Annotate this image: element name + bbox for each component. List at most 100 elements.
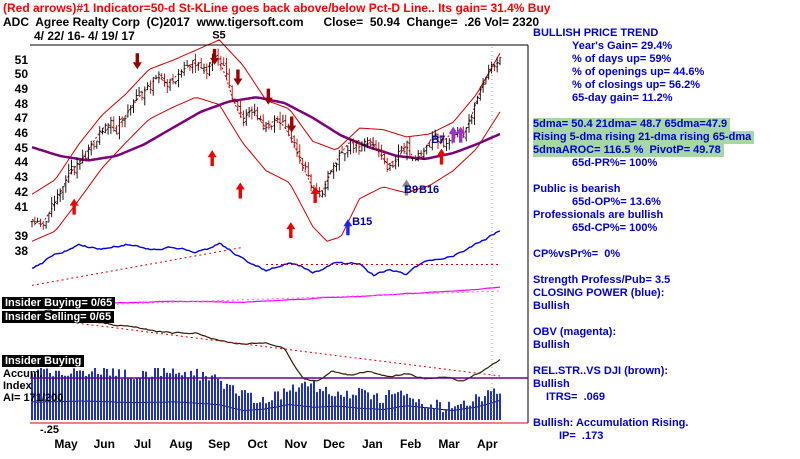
- month-label: Nov: [284, 437, 308, 451]
- month-label: Jul: [133, 437, 152, 451]
- price-axis-label: 51: [14, 52, 28, 67]
- right-panel-row: [533, 350, 799, 363]
- chart-annotation-label: Insider Buying= 0/65: [2, 297, 116, 309]
- chart-annotation-label: Insider Selling= 0/65: [2, 311, 115, 323]
- closing-power-trendline: [31, 246, 243, 286]
- right-panel-line: ITRS= .069: [546, 391, 606, 403]
- right-panel-row: CLOSING POWER (blue):: [533, 285, 799, 299]
- right-panel-row: Year's Gain= 29.4%: [533, 38, 799, 52]
- right-panel-line: % of closings up= 56.2%: [572, 79, 701, 91]
- right-panel-line: % of days up= 59%: [572, 53, 672, 65]
- right-panel-line: 65d-PR%= 100%: [572, 157, 658, 169]
- buy-arrow: [343, 219, 353, 236]
- right-panel-line: Bullish: [533, 339, 570, 351]
- right-panel-row: 65d-OP%= 13.6%: [533, 194, 799, 208]
- buy-arrow: [456, 126, 466, 143]
- right-panel-row: Public is bearish: [533, 181, 799, 195]
- month-label: Dec: [323, 437, 346, 451]
- right-panel-row: CP%vsPr%= 0%: [533, 246, 799, 260]
- right-panel-row: 5dma= 50.4 21dma= 48.7 65dma=47.9: [533, 116, 799, 131]
- right-panel-line: Bullish: [533, 300, 570, 312]
- month-label: Apr: [476, 437, 498, 451]
- right-panel-row: 65d-PR%= 100%: [533, 155, 799, 169]
- date-range-label: 4/ 22/ 16- 4/ 19/ 17: [34, 29, 135, 43]
- right-panel-line: 65d-OP%= 13.6%: [572, 196, 661, 208]
- price-axis-label: 44: [14, 155, 28, 170]
- signal-label-b15: B15: [352, 216, 372, 228]
- right-panel-row: Bullish: [533, 376, 799, 390]
- chart-annotation-label: Insider Buying: [2, 355, 85, 367]
- right-panel-line: IP= .173: [559, 430, 604, 442]
- right-panel-row: % of days up= 59%: [533, 51, 799, 65]
- right-panel-line: 5dma= 50.4 21dma= 48.7 65dma=47.9: [533, 118, 731, 131]
- right-panel-line: CP%vsPr%= 0%: [533, 248, 621, 260]
- buy-arrow: [286, 222, 296, 239]
- month-label: Feb: [400, 437, 422, 451]
- right-panel-line: Rising 5-dma rising 21-dma rising 65-dma: [533, 131, 755, 144]
- month-label: Mar: [438, 437, 460, 451]
- right-panel-row: OBV (magenta):: [533, 324, 799, 338]
- month-label: Jun: [93, 437, 115, 451]
- right-panel-line: CLOSING POWER (blue):: [533, 287, 665, 299]
- right-panel-row: Strength Profess/Pub= 3.5: [533, 272, 799, 286]
- chart-annotation-label: Index: [3, 380, 32, 392]
- right-panel-row: % of closings up= 56.2%: [533, 77, 799, 91]
- price-axis-label: 39: [14, 228, 28, 243]
- lower-band-line: [31, 97, 501, 242]
- candlesticks-down: [34, 48, 495, 230]
- price-axis-label: 42: [14, 184, 28, 199]
- price-axis-label: 43: [14, 170, 28, 185]
- buy-arrow: [401, 179, 411, 196]
- right-panel-line: REL.STR..VS DJI (brown):: [533, 365, 669, 377]
- right-panel-line: BULLISH PRICE TREND: [533, 27, 659, 39]
- ticker-summary: ADC Agree Realty Corp (C)2017 www.tigers…: [3, 15, 540, 29]
- month-label: Aug: [169, 437, 193, 451]
- sell-arrow: [233, 69, 243, 86]
- signal-label-b9: B9: [404, 184, 418, 196]
- right-panel-row: Rising 5-dma rising 21-dma rising 65-dma: [533, 129, 799, 144]
- price-axis-label: 47: [14, 111, 28, 126]
- pct-d-mid-line: [31, 57, 501, 225]
- candle-open-close-ticks: [30, 55, 502, 226]
- chart-annotation-label: Accum.: [3, 368, 43, 380]
- month-label: Jan: [362, 437, 383, 451]
- signal-label-b16: B16: [419, 184, 439, 196]
- volume-bars: [31, 368, 501, 420]
- right-panel-line: Bullish: [533, 378, 570, 390]
- right-panel-row: ITRS= .069: [533, 389, 799, 403]
- right-panel-line: Strength Profess/Pub= 3.5: [533, 274, 671, 286]
- price-axis-label: 41: [14, 199, 28, 214]
- closing-power-line: [31, 230, 501, 277]
- price-axis-label: 46: [14, 126, 28, 140]
- buy-arrow: [207, 150, 217, 167]
- right-panel: BULLISH PRICE TREND Year's Gain= 29.4%% o…: [533, 25, 799, 442]
- right-panel-line: 5dmaAROC= 116.5 % PivotP= 49.78: [533, 144, 724, 157]
- sell-arrow: [287, 116, 297, 133]
- buy-arrow: [310, 186, 320, 203]
- rel-strength-trendline: [31, 317, 501, 377]
- right-panel-line: 65-day gain= 11.2%: [572, 92, 673, 104]
- chart-annotation-label: -.25: [40, 424, 59, 436]
- price-axis-label: 50: [14, 67, 28, 82]
- buy-arrow: [448, 126, 458, 143]
- right-panel-line: % of openings up= 44.6%: [572, 66, 705, 78]
- right-panel-line: 65d-CP%= 100%: [572, 222, 658, 234]
- price-axis-label: 45: [14, 140, 28, 155]
- buy-arrow: [437, 148, 446, 165]
- right-panel-row: 65d-CP%= 100%: [533, 220, 799, 234]
- right-panel-row: [533, 311, 799, 324]
- price-axis-label: 48: [14, 96, 28, 111]
- right-panel-row: IP= .173: [533, 428, 799, 442]
- signal-label-s5: S5: [212, 29, 225, 41]
- chart-annotation-label: AI= 171/200: [3, 392, 64, 404]
- obv-trendline: [31, 290, 501, 308]
- right-panel-row: REL.STR..VS DJI (brown):: [533, 363, 799, 377]
- right-panel-row: 65-day gain= 11.2%: [533, 90, 799, 104]
- indicator-headline: (Red arrows)#1 Indicator=50-d St-KLine g…: [3, 1, 551, 15]
- right-panel-line: Bullish: Accumulation Rising.: [533, 417, 689, 429]
- month-label: Sep: [208, 437, 231, 451]
- month-label: May: [54, 437, 78, 451]
- signal-label-b7: B7: [431, 134, 445, 146]
